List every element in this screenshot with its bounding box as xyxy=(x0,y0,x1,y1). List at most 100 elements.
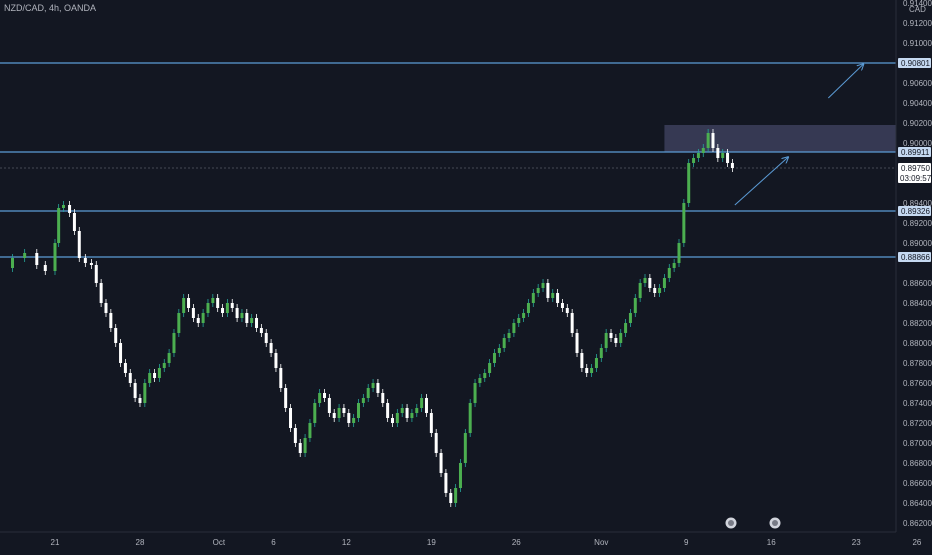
candle-body xyxy=(711,133,715,148)
candle-body xyxy=(206,303,210,313)
candle-body xyxy=(279,368,283,388)
candle-body xyxy=(68,205,72,213)
currency-label: CAD xyxy=(909,5,926,14)
level-price-label[interactable] xyxy=(898,147,931,157)
candle-body xyxy=(497,348,501,353)
price-tick-label: 0.86800 xyxy=(903,459,932,468)
candle-body xyxy=(196,318,200,323)
price-tick-label: 0.91000 xyxy=(903,39,932,48)
price-tick-label: 0.90200 xyxy=(903,119,932,128)
candle-body xyxy=(298,443,302,453)
time-tick-label: 21 xyxy=(51,538,60,547)
candle-body xyxy=(143,383,147,403)
candle-body xyxy=(187,298,191,308)
candle-body xyxy=(488,363,492,373)
candle-body xyxy=(667,268,671,278)
candle-body xyxy=(638,283,642,298)
level-price-label[interactable] xyxy=(898,252,931,262)
candle-body xyxy=(429,413,433,433)
candle-body xyxy=(177,313,181,333)
candle-body xyxy=(560,303,564,308)
time-tick-label: 26 xyxy=(912,538,921,547)
candle-body xyxy=(531,293,535,303)
candle-body xyxy=(216,298,220,308)
price-tick-label: 0.87600 xyxy=(903,379,932,388)
candle-body xyxy=(658,288,662,293)
candle-body xyxy=(157,368,161,378)
candle-body xyxy=(653,288,657,293)
price-tick-label: 0.88000 xyxy=(903,339,932,348)
candle-body xyxy=(570,313,574,333)
candle-body xyxy=(191,308,195,318)
candle-body xyxy=(643,278,647,283)
candle-body xyxy=(730,163,734,168)
candle-body xyxy=(395,413,399,423)
price-tick-label: 0.88200 xyxy=(903,319,932,328)
candle-body xyxy=(628,313,632,323)
candle-body xyxy=(128,373,132,383)
candle-body xyxy=(376,383,380,393)
candle-body xyxy=(599,348,603,358)
candle-body xyxy=(77,231,81,258)
candle-body xyxy=(701,148,705,153)
time-tick-label: 23 xyxy=(852,538,861,547)
candle-body xyxy=(463,433,467,463)
candle-body xyxy=(662,278,666,288)
time-tick-label: Oct xyxy=(213,538,226,547)
candle-body xyxy=(502,338,506,348)
candle-body xyxy=(35,253,39,265)
price-tick-label: 0.91400 xyxy=(903,0,932,8)
level-price-label[interactable] xyxy=(898,58,931,68)
candle-body xyxy=(633,298,637,313)
candle-body xyxy=(342,408,346,413)
projection-arrow[interactable] xyxy=(827,64,863,99)
candle-body xyxy=(162,363,166,368)
candle-body xyxy=(444,473,448,493)
candle-body xyxy=(240,313,244,318)
candle-body xyxy=(133,383,137,398)
time-tick-label: 28 xyxy=(136,538,145,547)
candle-body xyxy=(182,298,186,313)
time-tick-label: 26 xyxy=(512,538,521,547)
candle-body xyxy=(83,258,87,263)
current-price-tag xyxy=(898,163,931,183)
candle-body xyxy=(721,153,725,158)
candle-body xyxy=(541,283,545,288)
level-price-label[interactable] xyxy=(898,206,931,216)
candle-body xyxy=(517,318,521,323)
candle-body xyxy=(458,463,462,488)
candle-body xyxy=(492,353,496,363)
candle-body xyxy=(138,398,142,403)
candle-body xyxy=(522,313,526,318)
candle-body xyxy=(551,293,555,298)
candle-body xyxy=(230,303,234,308)
candle-body xyxy=(259,328,263,333)
candle-body xyxy=(99,283,103,303)
candle-body xyxy=(454,488,458,503)
candle-body xyxy=(269,343,273,353)
resistance-zone xyxy=(664,125,896,152)
candle-body xyxy=(366,388,370,398)
projection-arrow[interactable] xyxy=(734,157,788,206)
candle-body xyxy=(167,353,171,363)
candle-body xyxy=(434,433,438,453)
candle-body xyxy=(594,358,598,368)
candle-body xyxy=(609,333,613,338)
candle-body xyxy=(614,338,618,343)
price-tick-label: 0.89000 xyxy=(903,239,932,248)
candle-body xyxy=(580,353,584,368)
candle-body xyxy=(72,213,76,231)
price-tick-label: 0.86400 xyxy=(903,499,932,508)
candle-body xyxy=(468,403,472,433)
candle-body xyxy=(235,308,239,318)
price-tick-label: 0.90400 xyxy=(903,99,932,108)
candle-body xyxy=(289,408,293,428)
price-tick-label: 0.87400 xyxy=(903,399,932,408)
level-price-text: 0.89911 xyxy=(901,148,930,157)
candle-body xyxy=(716,148,720,158)
candle-body xyxy=(526,303,530,313)
candle-body xyxy=(94,265,98,283)
candle-body xyxy=(119,343,123,363)
